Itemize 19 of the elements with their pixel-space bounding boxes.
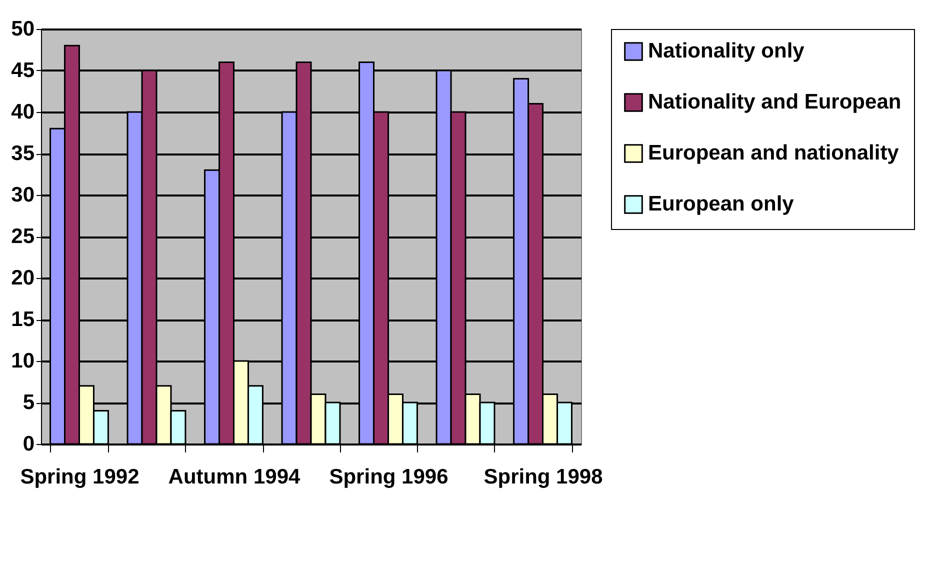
y-tick-label: 15 (11, 308, 35, 331)
y-tick-label: 10 (11, 350, 34, 372)
x-tick-label: Spring 1998 (484, 466, 604, 488)
legend-label: European and nationality (648, 142, 900, 164)
x-tick-label: Spring 1996 (329, 466, 448, 488)
legend-label: Nationality and European (648, 90, 902, 114)
y-tick-label: 5 (22, 391, 35, 414)
y-tick-label: 25 (11, 225, 35, 248)
x-tick-label: Autumn 1994 (168, 466, 300, 488)
y-tick-label: 40 (11, 100, 34, 124)
y-tick-label: 30 (11, 184, 34, 206)
y-tick-label: 45 (11, 59, 35, 82)
legend-label: Nationality only (648, 40, 805, 62)
legend-label: European only (648, 192, 794, 216)
y-tick-label: 35 (11, 142, 35, 165)
y-tick-label: 20 (11, 266, 34, 290)
x-tick-label: Spring 1992 (20, 466, 140, 488)
y-tick-label: 0 (22, 432, 34, 456)
y-tick-label: 50 (11, 18, 34, 40)
